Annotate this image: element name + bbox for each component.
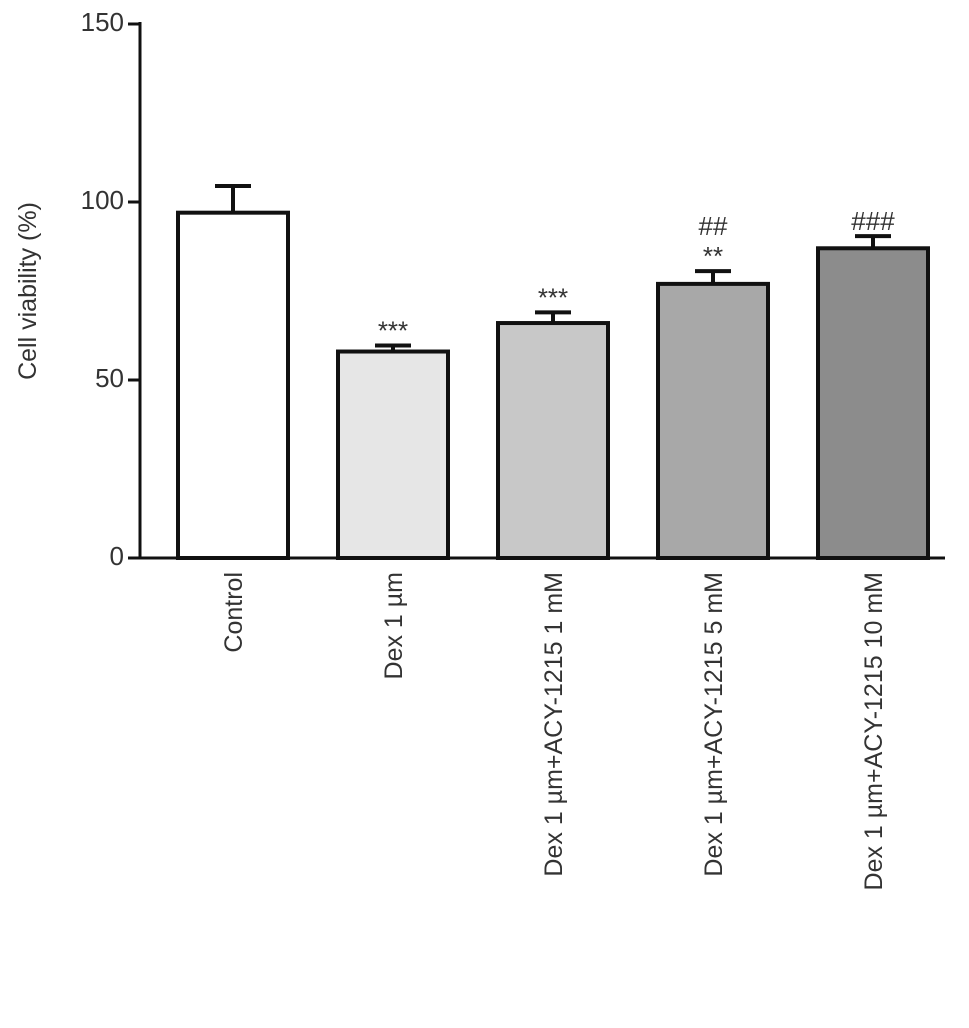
x-tick-label: Dex 1 µm+ACY-1215 5 mM [700, 572, 728, 877]
bar [816, 246, 930, 560]
y-tick-label: 100 [81, 185, 124, 215]
y-tick-label: 0 [110, 541, 124, 571]
significance-label: ### [851, 206, 895, 236]
bar [176, 210, 290, 560]
significance-label: ## [699, 211, 728, 241]
significance-label: *** [538, 282, 568, 312]
y-tick-label: 150 [81, 7, 124, 37]
x-tick-label: Dex 1 µm+ACY-1215 1 mM [540, 572, 568, 877]
significance-label: ** [703, 241, 723, 271]
significance-label: *** [378, 315, 408, 345]
bar [336, 349, 450, 560]
x-tick-label: Dex 1 µm [380, 572, 408, 679]
y-tick-label: 50 [95, 363, 124, 393]
x-tick-label: Dex 1 µm+ACY-1215 10 mM [860, 572, 888, 890]
bar [496, 321, 610, 561]
bar [656, 281, 770, 560]
y-axis-label: Cell viability (%) [14, 202, 42, 380]
x-tick-label: Control [220, 572, 248, 653]
